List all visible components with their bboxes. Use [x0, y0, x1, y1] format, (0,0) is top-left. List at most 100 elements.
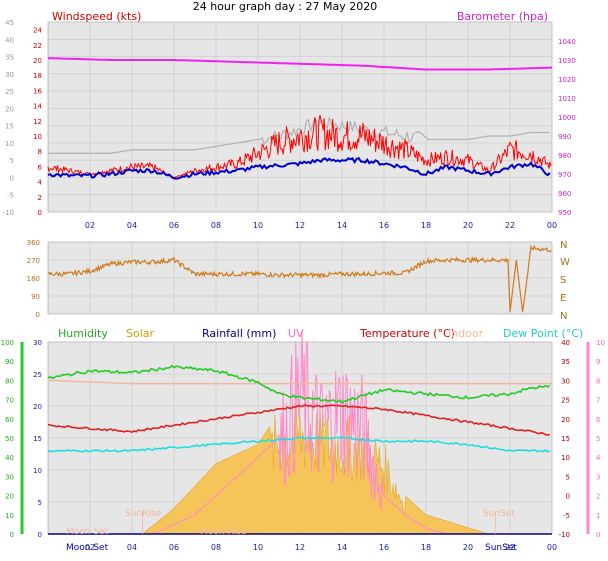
windspeed-tick: 18	[33, 72, 42, 80]
compass-tick: E	[560, 293, 566, 304]
barometer-tick: 980	[558, 152, 571, 160]
wind-x-tick: 00	[547, 221, 557, 230]
indoor-series-line	[47, 379, 552, 385]
legend-indoor: Indoor	[448, 327, 484, 340]
gust-series-line	[48, 116, 550, 154]
rain-tick: 30	[33, 339, 42, 347]
humidity-tick: 40	[5, 454, 14, 462]
wind-x-tick: 04	[127, 221, 137, 230]
temp-x-tick: 02	[85, 543, 95, 552]
legend-uv: UV	[288, 327, 304, 340]
direction-tick: 90	[31, 293, 40, 301]
barometer-tick: 970	[558, 171, 571, 179]
wind-x-tick: 12	[295, 221, 305, 230]
humidity-series-line	[47, 364, 551, 404]
windspeed-outer-tick: 20	[5, 105, 14, 113]
temp-x-tick: 18	[421, 543, 431, 552]
sunrise-label: SunRise	[125, 509, 162, 519]
uv-tick: 1	[596, 512, 600, 520]
rain-tick: 0	[38, 531, 42, 539]
windspeed-outer-tick: 25	[5, 88, 14, 96]
direction-tick: 360	[27, 239, 40, 247]
barometer-axis-label: Barometer (hpa)	[457, 10, 548, 23]
temp-right-tick: -10	[559, 531, 570, 539]
wind-x-tick: 16	[379, 221, 389, 230]
barometer-tick: 960	[558, 190, 571, 198]
direction-series-line	[47, 244, 552, 313]
temp-x-tick: 00	[547, 543, 557, 552]
humidity-tick: 60	[5, 416, 14, 424]
direction-tick: 180	[27, 275, 40, 283]
humidity-tick: 10	[5, 512, 14, 520]
windspeed-axis-label: Windspeed (kts)	[52, 10, 141, 23]
windspeed-tick: 16	[33, 87, 42, 95]
windspeed-tick: 4	[38, 179, 43, 187]
temp-x-tick: 22	[505, 543, 515, 552]
barometer-series-line	[47, 57, 553, 71]
temp-x-tick: 08	[211, 543, 221, 552]
temp-right-tick: 20	[561, 416, 570, 424]
moonset-label-faint: Moon Set	[66, 527, 109, 537]
dewpoint-series-line	[47, 436, 551, 453]
humidity-tick: 90	[5, 358, 14, 366]
uv-tick: 10	[596, 339, 605, 347]
direction-panel-series	[47, 244, 552, 313]
windspeed-outer-tick: -5	[7, 192, 14, 200]
windspeed-tick: 0	[38, 209, 42, 217]
temp-panel-series	[47, 330, 552, 535]
legend-humidity: Humidity	[58, 327, 108, 340]
uv-tick: 9	[596, 358, 600, 366]
compass-tick: N	[560, 311, 567, 322]
compass-tick: N	[560, 240, 567, 251]
temp-x-tick: 14	[337, 543, 347, 552]
windspeed-tick: 2	[38, 194, 42, 202]
windspeed-tick: 20	[33, 57, 42, 65]
uv-tick: 4	[596, 454, 601, 462]
wind-x-tick: 14	[337, 221, 347, 230]
legend-dewpoint: Dew Point (°C)	[503, 327, 583, 340]
windspeed-outer-tick: 45	[5, 19, 14, 27]
moonset-axis-label: Moon Set	[66, 543, 109, 553]
temp-right-tick: 0	[566, 493, 570, 501]
wind-x-tick: 10	[253, 221, 263, 230]
moonrise-label: Moon Rise	[200, 527, 247, 537]
humidity-tick: 70	[5, 397, 14, 405]
windspeed-outer-tick: 30	[5, 71, 14, 79]
windspeed-tick: 8	[38, 148, 42, 156]
wind-x-tick: 06	[169, 221, 179, 230]
temp-x-tick: 20	[463, 543, 473, 552]
uv-tick: 2	[596, 493, 600, 501]
wind-x-tick: 08	[211, 221, 221, 230]
rain-tick: 5	[38, 499, 42, 507]
temp-right-tick: 30	[561, 377, 570, 385]
sunset-axis-label: SunSet	[485, 543, 517, 553]
humidity-tick: 0	[10, 531, 14, 539]
direction-tick: 0	[36, 311, 40, 319]
humidity-tick: 100	[1, 339, 14, 347]
windspeed-outer-tick: 5	[10, 157, 14, 165]
rain-tick: 25	[33, 371, 42, 379]
temperature-series-line	[47, 404, 551, 436]
temp-x-tick: 16	[379, 543, 389, 552]
humidity-tick: 80	[5, 377, 14, 385]
barometer-tick: 1030	[558, 57, 576, 65]
windspeed-tick: 14	[33, 103, 42, 111]
temp-right-tick: 15	[561, 435, 570, 443]
humidity-tick: 50	[5, 435, 14, 443]
barometer-tick: 1020	[558, 76, 576, 84]
windspeed-outer-tick: 35	[5, 54, 14, 62]
temp-panel-axes: 0510152025300102030405060708090100-10-50…	[1, 339, 605, 552]
solar-series-area	[141, 401, 490, 535]
temp-right-tick: 5	[566, 473, 570, 481]
windspeed-outer-tick: 40	[5, 36, 14, 44]
temp-right-tick: 10	[561, 454, 570, 462]
wind-x-tick: 20	[463, 221, 473, 230]
windspeed-tick: 24	[33, 27, 42, 35]
barometer-tick: 950	[558, 209, 571, 217]
uv-tick: 3	[596, 473, 600, 481]
temp-x-tick: 10	[253, 543, 263, 552]
windspeed-tick: 22	[33, 42, 42, 50]
uv-tick: 0	[596, 531, 600, 539]
